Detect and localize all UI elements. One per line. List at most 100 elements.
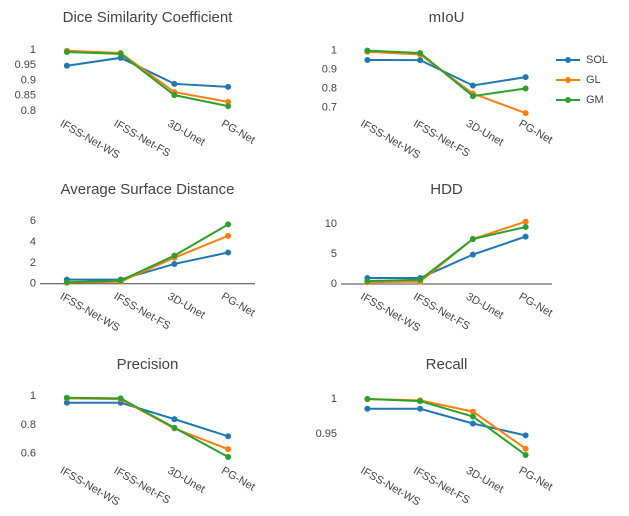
series-line bbox=[66, 223, 229, 284]
series-point bbox=[117, 277, 124, 284]
series-line bbox=[66, 251, 229, 281]
series-line bbox=[66, 397, 229, 451]
x-tick-label: 3D-Unet bbox=[464, 118, 505, 149]
series-line bbox=[367, 58, 526, 87]
series-point bbox=[171, 80, 178, 87]
y-tick-label: 4 bbox=[30, 236, 36, 248]
y-tick-label: 6 bbox=[30, 215, 36, 227]
series-point bbox=[522, 452, 529, 458]
y-tick-label: 0.8 bbox=[322, 82, 337, 94]
legend-label: SOL bbox=[586, 54, 608, 66]
x-tick-label: IFSS-Net-WS bbox=[58, 465, 122, 509]
y-tick-label: 0.7 bbox=[322, 101, 337, 113]
series-point bbox=[364, 405, 371, 412]
legend-label: GL bbox=[586, 74, 601, 86]
series-point bbox=[469, 93, 476, 100]
series-line bbox=[66, 396, 229, 458]
x-tick-label: PG-Net bbox=[219, 465, 257, 494]
y-tick-label: 1 bbox=[30, 390, 36, 402]
series-line bbox=[367, 49, 526, 98]
x-tick-label: 3D-Unet bbox=[165, 290, 206, 321]
y-tick-label: 0.8 bbox=[21, 419, 36, 431]
series-point bbox=[364, 56, 371, 63]
series-point bbox=[469, 236, 476, 242]
series-point bbox=[522, 110, 529, 117]
series-point bbox=[225, 454, 232, 460]
series-point bbox=[364, 396, 371, 402]
series-point bbox=[417, 405, 424, 412]
series-point bbox=[364, 47, 371, 54]
legend-marker bbox=[565, 57, 571, 63]
y-tick-label: 0.9 bbox=[322, 64, 337, 76]
series-point bbox=[417, 398, 424, 405]
series-line bbox=[66, 51, 229, 108]
series-point bbox=[225, 83, 232, 90]
series-point bbox=[469, 413, 476, 420]
y-tick-label: 1 bbox=[331, 393, 337, 405]
chart-title: mIoU bbox=[429, 9, 465, 26]
x-tick-label: 3D-Unet bbox=[464, 465, 505, 496]
chart-title: Dice Similarity Coefficient bbox=[63, 9, 234, 26]
series-point bbox=[225, 446, 232, 453]
series-line bbox=[367, 220, 526, 284]
y-tick-label: 1 bbox=[331, 45, 337, 57]
x-tick-label: IFSS-Net-FS bbox=[112, 465, 173, 507]
series-point bbox=[171, 416, 178, 423]
y-tick-label: 0 bbox=[331, 278, 337, 290]
y-tick-label: 0.95 bbox=[15, 59, 36, 71]
series-point bbox=[469, 408, 476, 415]
y-tick-label: 0 bbox=[30, 278, 36, 290]
legend-marker bbox=[565, 77, 571, 83]
series-line bbox=[367, 398, 527, 456]
series-line bbox=[367, 226, 526, 282]
series-line bbox=[66, 234, 229, 284]
y-tick-label: 5 bbox=[331, 248, 337, 260]
series-point bbox=[522, 218, 529, 225]
series-point bbox=[417, 57, 424, 64]
y-tick-label: 0.8 bbox=[21, 105, 36, 117]
series-point bbox=[469, 82, 476, 89]
x-tick-label: PG-Net bbox=[517, 291, 555, 320]
series-point bbox=[117, 50, 124, 57]
series-point bbox=[469, 251, 476, 258]
y-tick-label: 0.6 bbox=[21, 447, 36, 459]
series-point bbox=[63, 49, 70, 56]
series-point bbox=[469, 420, 476, 427]
series-point bbox=[63, 399, 70, 406]
series-point bbox=[225, 98, 232, 105]
series-point bbox=[63, 279, 70, 286]
y-tick-label: 1 bbox=[30, 44, 36, 56]
chart-title: Precision bbox=[117, 356, 179, 373]
x-tick-label: PG-Net bbox=[517, 465, 555, 494]
legend-marker bbox=[565, 97, 571, 103]
y-tick-label: 10 bbox=[325, 218, 337, 230]
series-point bbox=[171, 252, 178, 259]
series-point bbox=[171, 92, 178, 99]
x-tick-label: 3D-Unet bbox=[165, 118, 206, 149]
chart-title: Average Surface Distance bbox=[61, 181, 235, 198]
series-point bbox=[225, 103, 232, 110]
series-point bbox=[225, 249, 232, 256]
x-tick-label: PG-Net bbox=[219, 290, 257, 319]
series-point bbox=[63, 62, 70, 69]
x-tick-label: 3D-Unet bbox=[464, 291, 505, 322]
series-point bbox=[171, 260, 178, 267]
series-line bbox=[367, 235, 526, 279]
chart-title: HDD bbox=[430, 181, 463, 198]
chart-title: Recall bbox=[426, 356, 468, 373]
x-tick-label: PG-Net bbox=[517, 118, 555, 147]
x-tick-label: IFSS-Net-FS bbox=[112, 290, 173, 332]
legend-label: GM bbox=[586, 94, 604, 106]
series-point bbox=[225, 232, 232, 239]
series-line bbox=[66, 401, 229, 438]
series-point bbox=[522, 432, 529, 439]
x-tick-label: 3D-Unet bbox=[165, 465, 206, 496]
series-point bbox=[117, 395, 124, 402]
x-tick-label: IFSS-Net-FS bbox=[112, 118, 173, 160]
x-tick-label: IFSS-Net-WS bbox=[58, 118, 122, 162]
series-line bbox=[66, 49, 229, 103]
series-point bbox=[63, 394, 70, 401]
series-point bbox=[417, 276, 424, 283]
series-point bbox=[522, 224, 529, 230]
